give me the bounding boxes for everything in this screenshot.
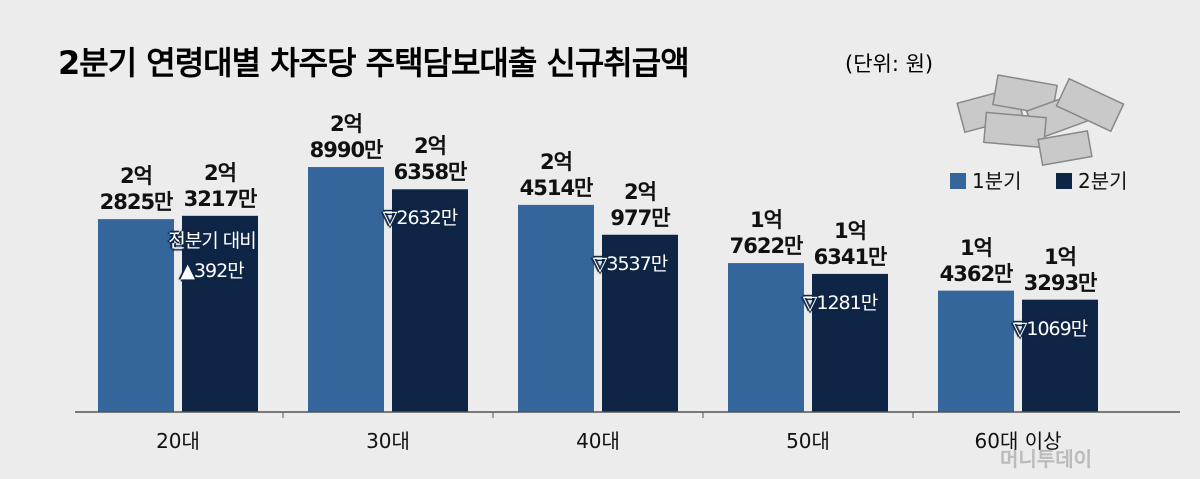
chart-title: 2분기 연령대별 차주당 주택담보대출 신규취급액	[58, 44, 690, 82]
x-tick-label: 60대 이상	[974, 429, 1062, 453]
legend-swatch	[1056, 173, 1072, 189]
bar	[812, 273, 888, 412]
value-label: 1억 3293만	[1023, 244, 1098, 295]
value-label: 2억 6358만	[393, 134, 468, 185]
bar	[518, 204, 594, 412]
value-label: 1억 4362만	[939, 235, 1014, 286]
money-icon	[956, 74, 1125, 167]
bar	[728, 263, 804, 412]
bar	[392, 189, 468, 412]
change-annotation: ▽3537만	[592, 252, 668, 275]
watermark: 머니투데이	[1000, 447, 1092, 471]
legend-label: 1분기	[972, 169, 1022, 193]
change-annotation: ▽1281만	[802, 291, 878, 314]
bar	[938, 290, 1014, 412]
x-tick-label: 40대	[576, 429, 620, 453]
legend-swatch	[950, 173, 966, 189]
x-tick-label: 30대	[366, 429, 410, 453]
value-label: 1억 7622만	[729, 208, 804, 259]
bar	[308, 167, 384, 412]
bar	[1022, 299, 1098, 412]
change-annotation: ▽1069만	[1012, 317, 1088, 340]
change-annotation: 전분기 대비 ▲392만	[168, 229, 256, 282]
change-annotation: ▽2632만	[382, 207, 458, 230]
legend-label: 2분기	[1078, 169, 1128, 193]
bar	[182, 215, 258, 412]
bar	[98, 219, 174, 412]
x-tick-label: 50대	[786, 429, 830, 453]
value-label: 2억 3217만	[183, 160, 258, 211]
value-label: 2억 977만	[610, 179, 670, 230]
value-label: 2억 4514만	[519, 149, 594, 200]
chart-subtitle: (단위: 원)	[845, 52, 934, 76]
bar	[602, 234, 678, 412]
value-label: 1억 6341만	[813, 218, 888, 269]
x-tick-label: 20대	[156, 429, 200, 453]
value-label: 2억 8990만	[309, 112, 384, 163]
value-label: 2억 2825만	[99, 164, 174, 215]
